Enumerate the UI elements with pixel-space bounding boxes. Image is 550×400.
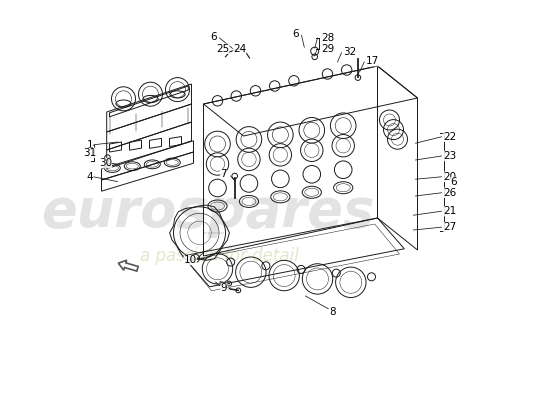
Text: 6: 6 xyxy=(450,177,458,187)
Text: eurospares: eurospares xyxy=(41,186,374,238)
Text: 8: 8 xyxy=(329,307,336,317)
Text: 6: 6 xyxy=(210,32,217,42)
Text: 24: 24 xyxy=(233,44,246,54)
Text: 23: 23 xyxy=(443,151,456,161)
Text: 20: 20 xyxy=(443,172,456,182)
Text: 22: 22 xyxy=(443,132,456,142)
Text: 21: 21 xyxy=(443,206,456,216)
Text: 17: 17 xyxy=(366,56,379,66)
Text: 29: 29 xyxy=(321,44,334,54)
Text: 10: 10 xyxy=(184,255,197,265)
Text: 1: 1 xyxy=(87,140,94,150)
Text: 25: 25 xyxy=(216,44,229,54)
Text: 30: 30 xyxy=(98,158,112,168)
Text: 27: 27 xyxy=(443,222,456,232)
Text: 6: 6 xyxy=(292,29,299,39)
Text: 28: 28 xyxy=(321,33,334,43)
Text: 31: 31 xyxy=(82,148,96,158)
Text: 9: 9 xyxy=(221,283,227,293)
Text: 26: 26 xyxy=(443,188,456,198)
Text: 4: 4 xyxy=(87,172,94,182)
Text: 32: 32 xyxy=(343,47,356,57)
Text: 7: 7 xyxy=(220,169,227,179)
Text: a passion for detail: a passion for detail xyxy=(140,247,299,265)
